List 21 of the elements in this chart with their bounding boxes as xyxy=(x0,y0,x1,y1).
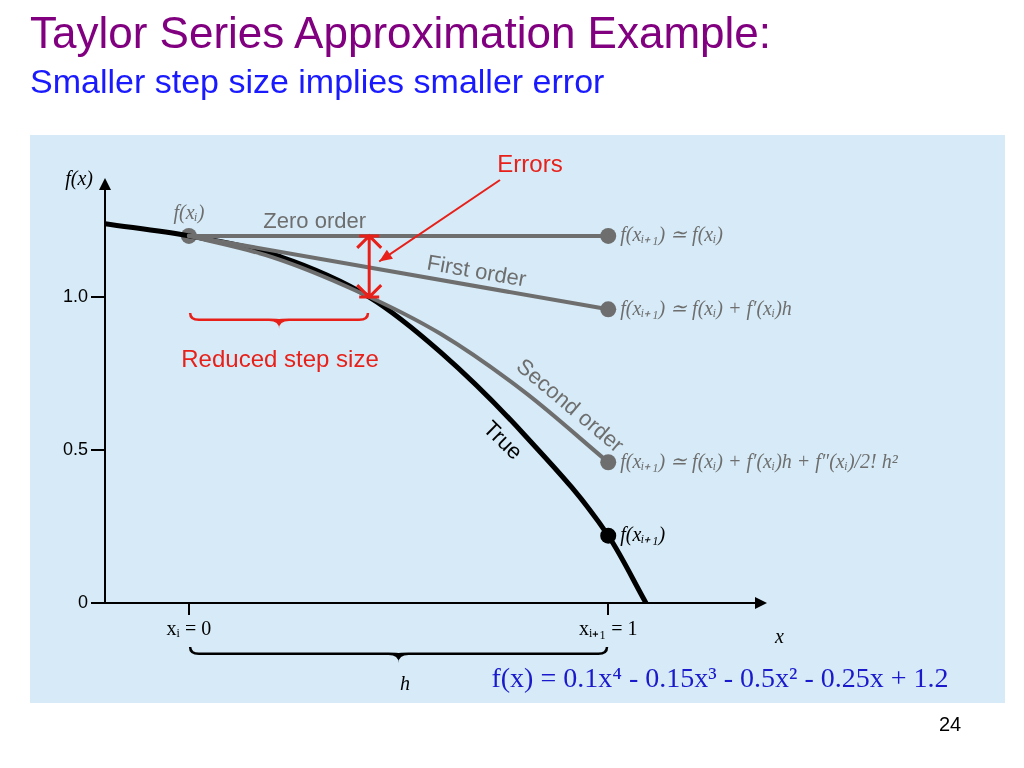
chart-subtitle: Smaller step size implies smaller error xyxy=(30,62,605,101)
text: First order xyxy=(425,249,529,292)
series-label: f(xᵢ₊₁) ≃ f(xᵢ) + f′(xᵢ)h + f″(xᵢ)/2! h² xyxy=(620,449,899,473)
series-label: f(xᵢ) xyxy=(173,201,205,225)
y-tick-label: 1.0 xyxy=(62,286,89,307)
annotation: Reduced step size xyxy=(181,344,379,372)
x-axis-title: x xyxy=(774,625,784,648)
series-label: f(xᵢ₊₁) ≃ f(xᵢ) xyxy=(620,223,724,247)
y-tick-label: 0 xyxy=(78,591,89,612)
text: h xyxy=(400,672,410,695)
chart-title: Taylor Series Approximation Example: xyxy=(30,8,771,58)
x-tick-label: xᵢ = 0 xyxy=(166,617,212,640)
text: f(x) = 0.1x⁴ - 0.15x³ - 0.5x² - 0.25x + 1.2 xyxy=(491,662,949,694)
series-label: Zero order xyxy=(263,207,367,233)
series-label: f(xᵢ₊₁) ≃ f(xᵢ) + f′(xᵢ)h xyxy=(620,296,792,320)
text: Errors xyxy=(497,149,563,177)
x-tick-label: xᵢ₊₁ = 1 xyxy=(578,617,638,640)
y-tick-label: 0.5 xyxy=(62,439,89,460)
series-label: f(xᵢ₊₁) xyxy=(620,522,666,546)
y-axis-title: f(x) xyxy=(65,167,94,191)
text: 24 xyxy=(938,712,962,735)
